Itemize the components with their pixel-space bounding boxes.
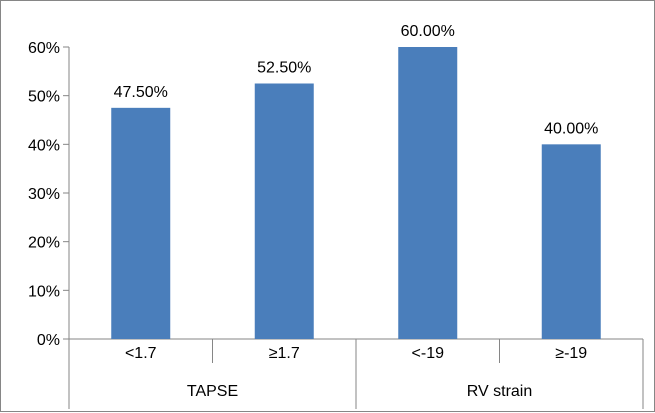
y-tick-label: 40%: [28, 137, 60, 154]
y-tick-label: 0%: [37, 332, 60, 349]
group-label: TAPSE: [187, 383, 238, 400]
y-tick-label: 60%: [28, 40, 60, 57]
category-label: <-19: [412, 345, 445, 362]
category-label: <1.7: [125, 345, 157, 362]
bar: [398, 47, 458, 339]
bar: [111, 107, 171, 339]
bars: [111, 47, 601, 339]
y-tick-label: 30%: [28, 186, 60, 203]
data-label: 52.50%: [257, 60, 311, 77]
bar: [254, 83, 314, 339]
category-label: ≥1.7: [269, 345, 300, 362]
category-label: ≥-19: [555, 345, 587, 362]
data-label: 47.50%: [114, 84, 168, 101]
data-label: 60.00%: [401, 23, 455, 40]
bar: [541, 144, 601, 339]
group-label: RV strain: [467, 383, 533, 400]
data-label: 40.00%: [544, 120, 598, 137]
axes: 0% 10% 20% 30% 40% 50% 60% <1.7 ≥1.7 <-19 ≥-19 TAPS…: [28, 40, 644, 409]
y-tick-label: 50%: [28, 89, 60, 106]
y-tick-label: 10%: [28, 283, 60, 300]
y-tick-label: 20%: [28, 235, 60, 252]
data-labels: 47.50% 52.50% 60.00% 40.00%: [114, 23, 599, 137]
